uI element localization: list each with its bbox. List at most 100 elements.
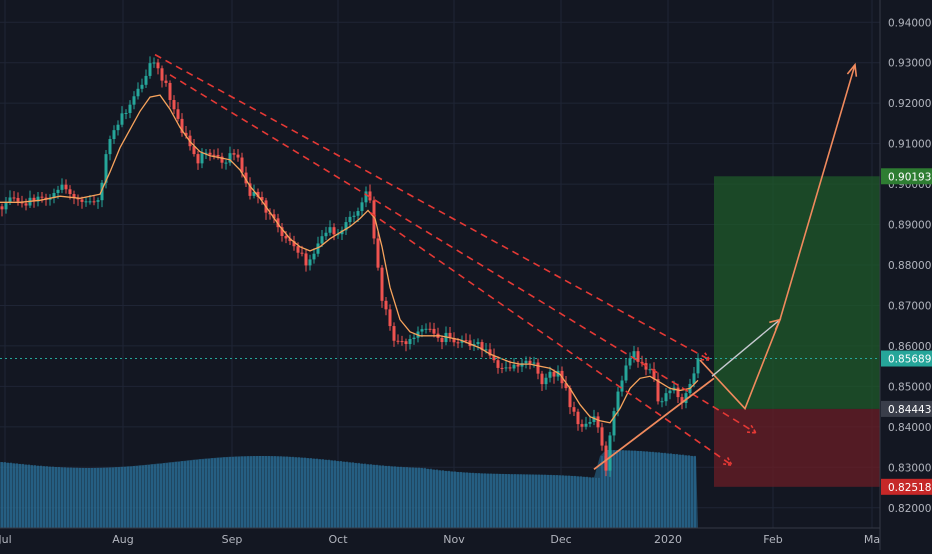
candle-body[interactable] — [380, 267, 384, 301]
candle-body[interactable] — [608, 435, 612, 471]
candle-body[interactable] — [80, 199, 84, 202]
candle-body[interactable] — [64, 184, 68, 190]
candle-body[interactable] — [680, 397, 684, 404]
candle-body[interactable] — [296, 246, 300, 253]
downtrend-line[interactable] — [169, 74, 757, 434]
candle-body[interactable] — [292, 241, 296, 247]
candle-body[interactable] — [144, 75, 148, 85]
candle-body[interactable] — [172, 100, 176, 110]
candle-body[interactable] — [376, 238, 380, 268]
candle-body[interactable] — [552, 371, 556, 377]
candle-body[interactable] — [244, 172, 248, 184]
candle-body[interactable] — [340, 230, 344, 235]
candle-body[interactable] — [124, 112, 128, 114]
candle-body[interactable] — [180, 118, 184, 133]
candle-body[interactable] — [536, 362, 540, 374]
candle-body[interactable] — [612, 411, 616, 436]
downtrend-line[interactable] — [154, 53, 711, 361]
candle-body[interactable] — [544, 377, 548, 385]
candle-body[interactable] — [256, 191, 260, 197]
candle-body[interactable] — [88, 201, 92, 203]
candle-body[interactable] — [488, 349, 492, 356]
candle-body[interactable] — [252, 191, 256, 196]
candle-body[interactable] — [328, 227, 332, 233]
price-tag-last[interactable] — [881, 350, 932, 367]
candle-body[interactable] — [208, 152, 212, 155]
candle-body[interactable] — [576, 411, 580, 425]
candle-body[interactable] — [572, 407, 576, 412]
candle-body[interactable] — [520, 363, 524, 367]
candle-body[interactable] — [372, 200, 376, 239]
candle-body[interactable] — [272, 214, 276, 219]
candle-body[interactable] — [200, 153, 204, 164]
candle-body[interactable] — [580, 424, 584, 427]
candle-body[interactable] — [564, 383, 568, 389]
candle-body[interactable] — [360, 202, 364, 212]
candle-body[interactable] — [528, 360, 532, 364]
candle-body[interactable] — [664, 393, 668, 402]
candle-body[interactable] — [624, 365, 628, 381]
candle-body[interactable] — [592, 416, 596, 422]
candle-body[interactable] — [588, 421, 592, 424]
candle-body[interactable] — [424, 328, 428, 330]
candle-body[interactable] — [540, 373, 544, 385]
candle-body[interactable] — [24, 203, 28, 206]
candle-body[interactable] — [692, 373, 696, 384]
candle-body[interactable] — [304, 253, 308, 266]
candle-body[interactable] — [192, 146, 196, 155]
candle-body[interactable] — [356, 211, 360, 216]
candle-body[interactable] — [388, 309, 392, 327]
candle-body[interactable] — [404, 341, 408, 345]
candle-body[interactable] — [56, 189, 60, 194]
price-tag-entry[interactable] — [881, 400, 932, 417]
candle-body[interactable] — [148, 63, 152, 76]
candle-body[interactable] — [68, 189, 72, 195]
candle-body[interactable] — [456, 342, 460, 344]
candle-body[interactable] — [260, 196, 264, 201]
candle-body[interactable] — [492, 355, 496, 361]
candle-body[interactable] — [652, 369, 656, 380]
candle-body[interactable] — [384, 300, 388, 310]
candle-body[interactable] — [300, 252, 304, 254]
candle-body[interactable] — [432, 328, 436, 334]
candle-body[interactable] — [332, 227, 336, 235]
candle-body[interactable] — [616, 391, 620, 412]
candle-body[interactable] — [396, 340, 400, 342]
candle-body[interactable] — [52, 193, 56, 198]
candle-body[interactable] — [320, 236, 324, 244]
candle-body[interactable] — [104, 154, 108, 183]
candle-body[interactable] — [132, 96, 136, 105]
price-tag-stop[interactable] — [881, 478, 932, 495]
candle-body[interactable] — [668, 390, 672, 394]
price-tag-target[interactable] — [881, 168, 932, 185]
candle-body[interactable] — [224, 162, 228, 164]
candle-body[interactable] — [152, 62, 156, 64]
candle-body[interactable] — [364, 191, 368, 203]
candle-body[interactable] — [284, 236, 288, 239]
candle-body[interactable] — [108, 139, 112, 155]
candle-body[interactable] — [656, 379, 660, 402]
candle-body[interactable] — [140, 84, 144, 89]
candle-body[interactable] — [420, 329, 424, 332]
candle-body[interactable] — [248, 183, 252, 196]
candle-body[interactable] — [164, 80, 168, 83]
candle-body[interactable] — [84, 201, 88, 203]
candle-body[interactable] — [448, 332, 452, 339]
candle-body[interactable] — [548, 371, 552, 378]
candle-body[interactable] — [228, 153, 232, 163]
candle-body[interactable] — [32, 197, 36, 202]
candle-body[interactable] — [584, 423, 588, 427]
candle-body[interactable] — [476, 342, 480, 345]
candle-body[interactable] — [196, 154, 200, 164]
candle-body[interactable] — [220, 156, 224, 163]
candle-body[interactable] — [212, 154, 216, 156]
candle-body[interactable] — [204, 152, 208, 154]
candle-body[interactable] — [176, 109, 180, 119]
candle-body[interactable] — [684, 393, 688, 404]
candle-body[interactable] — [428, 328, 432, 330]
candle-body[interactable] — [676, 387, 680, 398]
candle-body[interactable] — [128, 104, 132, 113]
candle-body[interactable] — [524, 360, 528, 364]
candle-body[interactable] — [604, 445, 608, 471]
candle-body[interactable] — [696, 358, 700, 374]
